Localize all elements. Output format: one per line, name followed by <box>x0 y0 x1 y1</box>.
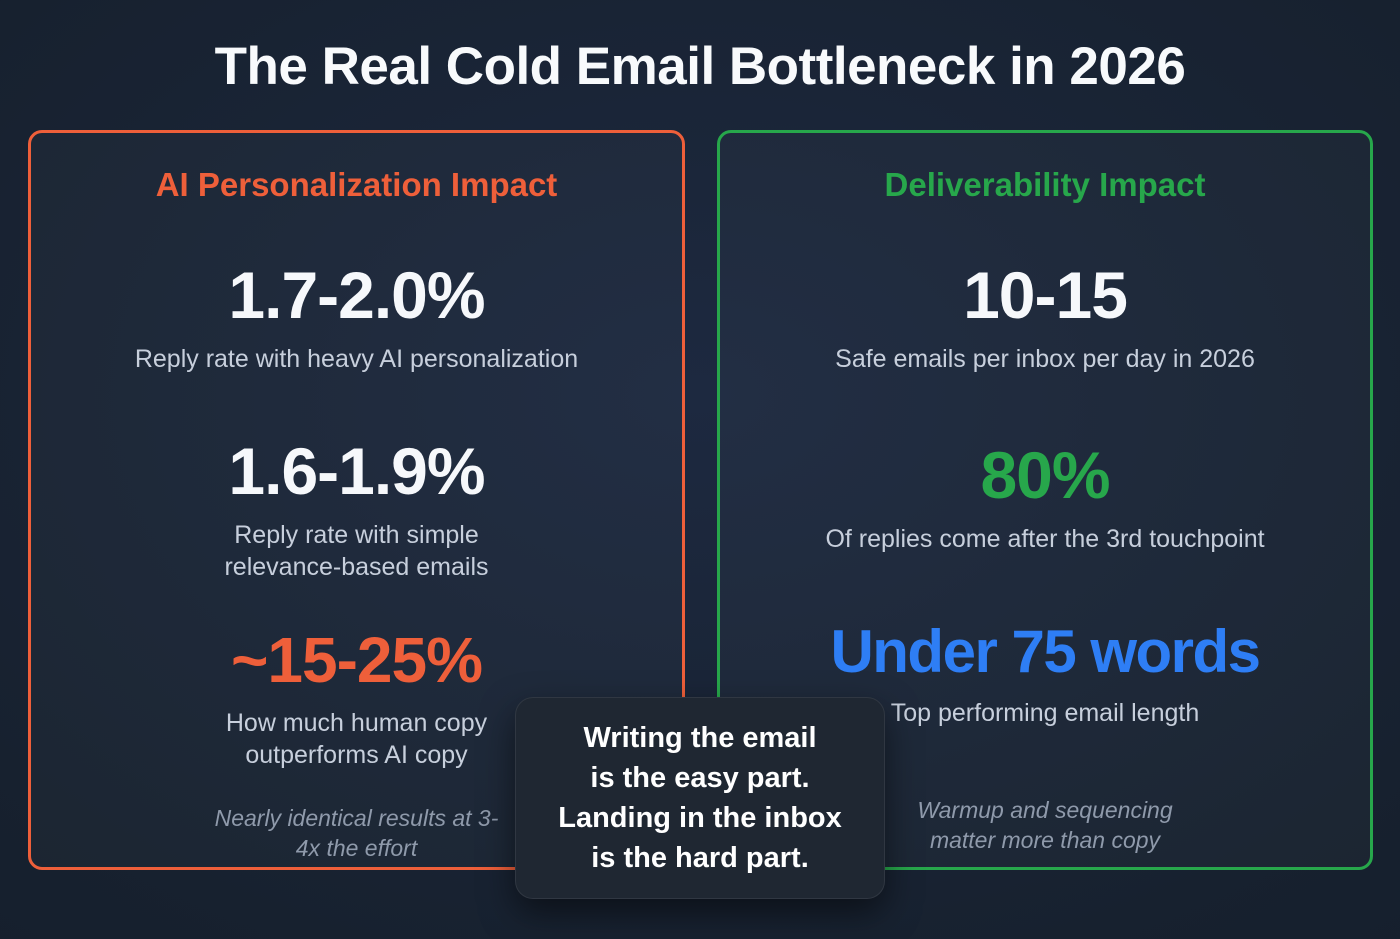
stat-value: 10-15 <box>963 258 1128 332</box>
stat-block-email-length: Under 75 words Top performing email leng… <box>720 619 1370 729</box>
stat-value: Under 75 words <box>830 618 1261 685</box>
ai-card-heading: AI Personalization Impact <box>155 166 558 203</box>
callout-line: is the easy part. <box>590 762 810 794</box>
stat-value: 1.7-2.0% <box>228 258 485 332</box>
card-note: Warmup and sequencing matter more than c… <box>917 797 1173 853</box>
callout-line: is the hard part. <box>591 842 809 874</box>
page-title: The Real Cold Email Bottleneck in 2026 <box>214 37 1186 96</box>
stat-block-simple-relevance: 1.6-1.9% Reply rate with simple relevanc… <box>31 435 682 583</box>
stat-value: 80% <box>980 438 1110 512</box>
stat-label: Safe emails per inbox per day in 2026 <box>835 345 1255 373</box>
stat-label: Reply rate with simple relevance-based e… <box>224 521 489 581</box>
stat-value: 1.6-1.9% <box>228 434 485 508</box>
stat-block-human-vs-ai: ~15-25% How much human copy outperforms … <box>31 625 682 771</box>
stat-block-safe-emails: 10-15 Safe emails per inbox per day in 2… <box>720 259 1370 375</box>
deliverability-card-heading: Deliverability Impact <box>884 166 1206 203</box>
callout-box: Writing the email is the easy part. Land… <box>515 697 885 899</box>
stat-label: Top performing email length <box>890 699 1200 727</box>
callout-line: Landing in the inbox <box>558 802 842 834</box>
stat-block-replies-touchpoint: 80% Of replies come after the 3rd touchp… <box>720 439 1370 555</box>
stat-label: How much human copy outperforms AI copy <box>225 709 488 769</box>
deliverability-card: Deliverability Impact 10-15 Safe emails … <box>717 130 1373 870</box>
callout-line: Writing the email <box>583 722 817 754</box>
stat-block-ai-heavy: 1.7-2.0% Reply rate with heavy AI person… <box>31 259 682 375</box>
stat-label: Reply rate with heavy AI personalization <box>134 345 579 373</box>
ai-personalization-card: AI Personalization Impact 1.7-2.0% Reply… <box>28 130 685 870</box>
stat-label: Of replies come after the 3rd touchpoint <box>825 525 1265 553</box>
card-note: Nearly identical results at 3-4x the eff… <box>214 805 499 861</box>
stat-value: ~15-25% <box>231 624 483 696</box>
